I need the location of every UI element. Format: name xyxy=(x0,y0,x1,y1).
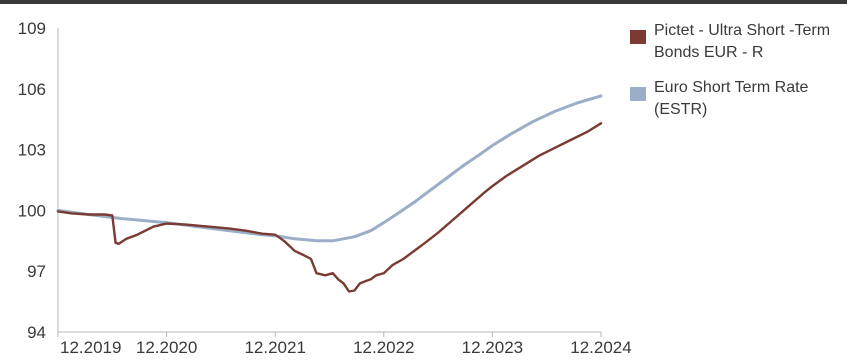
y-tick-label: 94 xyxy=(27,323,46,342)
x-tick-label: 12.2020 xyxy=(136,338,197,357)
legend-label-pictet: Pictet - Ultra Short -Term Bonds EUR - R xyxy=(654,22,831,61)
legend-swatch-pictet xyxy=(630,30,646,44)
x-tick-label: 12.2021 xyxy=(244,338,305,357)
series-line-pictet xyxy=(56,122,603,293)
series-lines xyxy=(56,94,603,293)
x-tick-label: 12.2024 xyxy=(570,338,631,357)
legend: Pictet - Ultra Short -Term Bonds EUR - R… xyxy=(630,20,845,134)
x-axis: 12.2019 12.2020 12.2021 12.2022 12.2023 12.20… xyxy=(57,331,632,357)
y-axis: 94 97 100 103 106 109 xyxy=(18,19,59,342)
y-tick-label: 100 xyxy=(18,201,46,220)
x-tick-label: 12.2023 xyxy=(462,338,523,357)
y-tick-label: 103 xyxy=(18,141,46,160)
legend-item-pictet: Pictet - Ultra Short -Term Bonds EUR - R xyxy=(630,20,845,64)
y-tick-label: 97 xyxy=(27,262,46,281)
legend-label-estr: Euro Short Term Rate (ESTR) xyxy=(654,79,809,118)
y-tick-label: 106 xyxy=(18,80,46,99)
y-tick-label: 109 xyxy=(18,19,46,38)
legend-swatch-estr xyxy=(630,87,646,101)
top-rule xyxy=(0,0,847,4)
legend-item-estr: Euro Short Term Rate (ESTR) xyxy=(630,77,845,121)
x-tick-label: 12.2022 xyxy=(353,338,414,357)
x-tick-label: 12.2019 xyxy=(60,338,121,357)
